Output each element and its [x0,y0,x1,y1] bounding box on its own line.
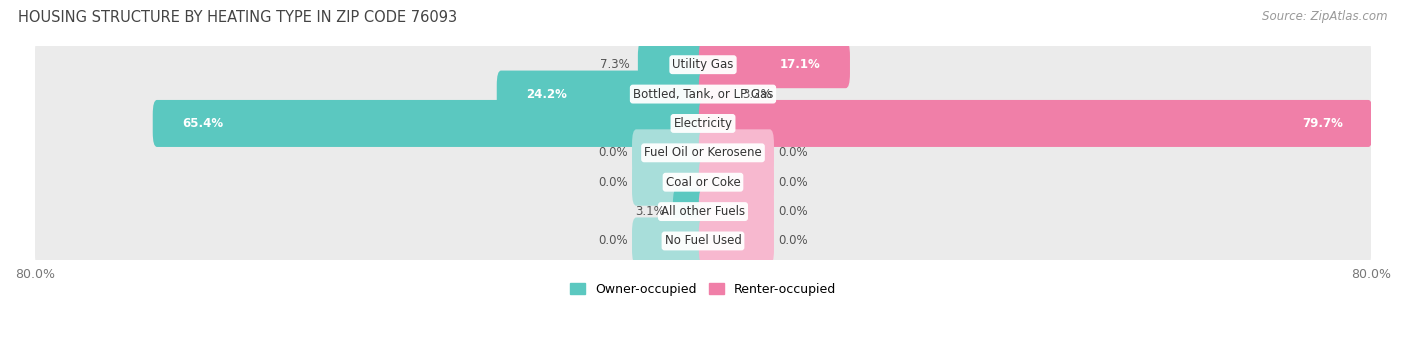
Text: 3.1%: 3.1% [636,205,665,218]
FancyBboxPatch shape [35,125,1371,181]
Text: Coal or Coke: Coal or Coke [665,176,741,189]
Text: 0.0%: 0.0% [778,205,808,218]
Text: 7.3%: 7.3% [600,58,630,71]
Text: 0.0%: 0.0% [778,176,808,189]
Text: 17.1%: 17.1% [780,58,821,71]
Text: 0.0%: 0.0% [598,176,628,189]
Text: 24.2%: 24.2% [526,88,567,101]
Text: Utility Gas: Utility Gas [672,58,734,71]
Text: No Fuel Used: No Fuel Used [665,235,741,248]
FancyBboxPatch shape [35,37,1371,92]
FancyBboxPatch shape [699,71,734,118]
Text: Source: ZipAtlas.com: Source: ZipAtlas.com [1263,10,1388,23]
Text: Electricity: Electricity [673,117,733,130]
Legend: Owner-occupied, Renter-occupied: Owner-occupied, Renter-occupied [565,278,841,301]
Text: 0.0%: 0.0% [598,146,628,159]
FancyBboxPatch shape [633,218,707,265]
FancyBboxPatch shape [673,188,707,235]
FancyBboxPatch shape [699,100,1372,147]
FancyBboxPatch shape [633,129,707,176]
FancyBboxPatch shape [699,188,773,235]
Text: 0.0%: 0.0% [778,146,808,159]
FancyBboxPatch shape [699,129,773,176]
FancyBboxPatch shape [35,96,1371,151]
FancyBboxPatch shape [35,213,1371,269]
FancyBboxPatch shape [153,100,707,147]
FancyBboxPatch shape [633,159,707,206]
FancyBboxPatch shape [699,41,851,88]
FancyBboxPatch shape [699,218,773,265]
Text: 79.7%: 79.7% [1302,117,1344,130]
FancyBboxPatch shape [699,159,773,206]
Text: 0.0%: 0.0% [778,235,808,248]
FancyBboxPatch shape [638,41,707,88]
Text: HOUSING STRUCTURE BY HEATING TYPE IN ZIP CODE 76093: HOUSING STRUCTURE BY HEATING TYPE IN ZIP… [18,10,457,25]
FancyBboxPatch shape [35,155,1371,210]
Text: Fuel Oil or Kerosene: Fuel Oil or Kerosene [644,146,762,159]
FancyBboxPatch shape [496,71,707,118]
FancyBboxPatch shape [35,66,1371,122]
Text: Bottled, Tank, or LP Gas: Bottled, Tank, or LP Gas [633,88,773,101]
Text: All other Fuels: All other Fuels [661,205,745,218]
Text: 0.0%: 0.0% [598,235,628,248]
Text: 65.4%: 65.4% [181,117,224,130]
Text: 3.2%: 3.2% [742,88,772,101]
FancyBboxPatch shape [35,184,1371,239]
